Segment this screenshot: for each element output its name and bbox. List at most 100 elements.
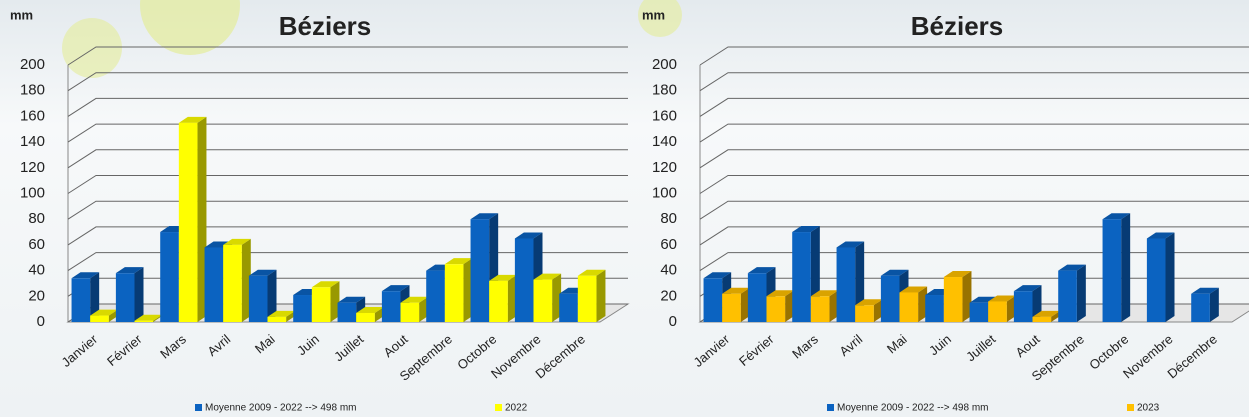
y-tick-label: 0 xyxy=(37,313,45,330)
bar-side xyxy=(507,274,517,322)
legend-swatch xyxy=(195,404,202,411)
bar-front xyxy=(134,320,154,322)
bar-front xyxy=(1102,219,1122,322)
bar-front xyxy=(470,219,490,322)
y-tick-label: 40 xyxy=(28,262,45,279)
bar-front xyxy=(337,302,357,322)
y-tick-label: 140 xyxy=(20,133,45,150)
y-tick-label: 60 xyxy=(660,236,677,253)
bar-top xyxy=(792,226,820,233)
bar-front xyxy=(925,295,944,322)
grid-line xyxy=(67,123,628,143)
bar-front xyxy=(356,313,375,322)
bar-front xyxy=(792,232,811,322)
bar-side xyxy=(419,296,429,322)
bar-front xyxy=(90,315,109,322)
bar-side xyxy=(1076,264,1086,322)
decor xyxy=(638,0,682,37)
bar-front xyxy=(311,287,331,322)
bar-top xyxy=(1146,232,1175,239)
bar xyxy=(943,271,972,322)
bar-front xyxy=(204,247,224,322)
bar-front xyxy=(703,278,723,322)
bar-top xyxy=(880,269,909,276)
bar-front xyxy=(514,238,534,322)
bar xyxy=(533,273,562,322)
bar-front xyxy=(969,302,989,322)
bar-top xyxy=(766,290,795,297)
bar-top xyxy=(90,309,118,316)
bar-side xyxy=(918,286,928,322)
bar-side xyxy=(1006,295,1016,322)
bar-front xyxy=(1146,238,1166,322)
bar-front xyxy=(1058,270,1077,322)
y-tick-label: 140 xyxy=(652,133,677,150)
bar-front xyxy=(988,301,1007,322)
bar xyxy=(1058,264,1086,322)
bar-top xyxy=(115,267,144,274)
bar xyxy=(134,314,163,322)
grid-line xyxy=(67,72,628,92)
bar-top xyxy=(178,116,207,123)
bar-top xyxy=(71,272,100,279)
bar-front xyxy=(400,302,420,322)
y-tick-label: 0 xyxy=(669,313,677,330)
legend-label: Moyenne 2009 - 2022 --> 498 mm xyxy=(205,403,356,414)
bar-top xyxy=(337,296,366,303)
bar-top xyxy=(489,274,517,281)
grid-line xyxy=(67,97,628,117)
bar xyxy=(722,287,750,322)
grid-line xyxy=(699,46,1249,66)
bar xyxy=(1032,310,1061,322)
bar-front xyxy=(577,275,597,322)
bar-top xyxy=(747,267,776,274)
bar-front xyxy=(223,244,242,322)
bar-front xyxy=(810,296,830,322)
bar-front xyxy=(1013,291,1033,322)
bar-side xyxy=(267,269,277,322)
bar-top xyxy=(988,295,1016,302)
bar xyxy=(223,238,251,322)
bar-top xyxy=(533,273,562,280)
bar-top xyxy=(1032,310,1061,317)
bar-front xyxy=(489,280,508,322)
bar xyxy=(90,309,118,322)
bar-side xyxy=(463,258,473,322)
chart-title: Béziers xyxy=(279,11,372,41)
y-tick-label: 40 xyxy=(660,262,677,279)
bar-top xyxy=(1013,285,1042,292)
bar-front xyxy=(160,232,179,322)
y-tick-label: 60 xyxy=(28,236,45,253)
bar xyxy=(1146,232,1175,322)
bar-top xyxy=(1102,213,1131,220)
y-axis-label: mm xyxy=(642,7,665,22)
bar-top xyxy=(514,232,543,239)
y-tick-label: 160 xyxy=(652,107,677,124)
bar-side xyxy=(785,290,795,322)
bar-side xyxy=(108,309,118,322)
legend-label: 2022 xyxy=(505,403,528,414)
bar xyxy=(311,281,340,322)
bar-front xyxy=(766,296,786,322)
bar xyxy=(400,296,429,322)
y-tick-label: 20 xyxy=(660,287,677,304)
grid-line xyxy=(67,46,628,66)
bar-front xyxy=(1032,316,1052,322)
bar-top xyxy=(703,272,732,279)
grid-line xyxy=(699,149,1249,169)
bar-top xyxy=(400,296,429,303)
y-tick-label: 20 xyxy=(28,287,45,304)
grid-line xyxy=(699,200,1249,220)
legend-swatch xyxy=(827,404,834,411)
bar xyxy=(248,269,277,322)
bar-front xyxy=(533,279,553,322)
bar xyxy=(836,241,865,322)
decor xyxy=(62,18,122,78)
bar-front xyxy=(267,316,287,322)
bar-side xyxy=(873,299,883,322)
legend-label: Moyenne 2009 - 2022 --> 498 mm xyxy=(837,403,988,414)
bar-side xyxy=(829,290,839,322)
bar xyxy=(855,299,883,322)
bar xyxy=(1102,213,1131,322)
